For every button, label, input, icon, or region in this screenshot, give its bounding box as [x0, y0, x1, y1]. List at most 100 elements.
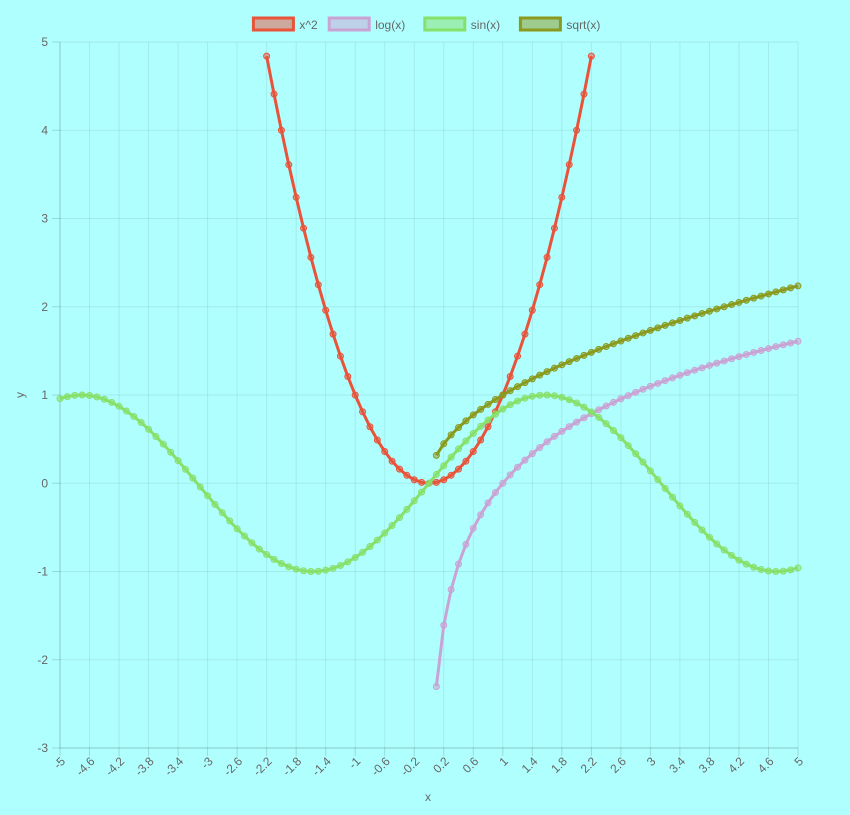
- data-point[interactable]: [410, 476, 418, 484]
- data-point[interactable]: [410, 497, 418, 505]
- data-point[interactable]: [418, 478, 426, 486]
- data-point[interactable]: [455, 465, 463, 473]
- data-point[interactable]: [314, 567, 322, 575]
- data-point[interactable]: [602, 343, 610, 351]
- data-point[interactable]: [646, 326, 654, 334]
- data-point[interactable]: [543, 391, 551, 399]
- data-point[interactable]: [654, 324, 662, 332]
- data-point[interactable]: [676, 371, 684, 379]
- data-point[interactable]: [440, 440, 448, 448]
- data-point[interactable]: [499, 479, 507, 487]
- data-point[interactable]: [432, 682, 440, 690]
- data-point[interactable]: [100, 395, 108, 403]
- data-point[interactable]: [521, 330, 529, 338]
- data-point[interactable]: [735, 298, 743, 306]
- data-point[interactable]: [624, 442, 632, 450]
- data-point[interactable]: [137, 419, 145, 427]
- data-point[interactable]: [735, 556, 743, 564]
- data-point[interactable]: [787, 339, 795, 347]
- data-point[interactable]: [93, 393, 101, 401]
- data-point[interactable]: [794, 282, 802, 290]
- data-point[interactable]: [757, 292, 765, 300]
- data-point[interactable]: [691, 366, 699, 374]
- data-point[interactable]: [639, 458, 647, 466]
- data-point[interactable]: [661, 321, 669, 329]
- data-point[interactable]: [63, 393, 71, 401]
- data-point[interactable]: [610, 340, 617, 348]
- data-point[interactable]: [499, 405, 507, 413]
- data-point[interactable]: [300, 567, 308, 575]
- data-point[interactable]: [750, 348, 758, 356]
- data-point[interactable]: [565, 396, 573, 404]
- data-point[interactable]: [181, 465, 189, 473]
- data-point[interactable]: [381, 447, 389, 455]
- data-point[interactable]: [683, 314, 691, 322]
- data-point[interactable]: [691, 312, 699, 320]
- data-point[interactable]: [277, 126, 285, 134]
- data-point[interactable]: [491, 489, 499, 497]
- data-point[interactable]: [528, 392, 536, 400]
- data-point[interactable]: [742, 296, 750, 304]
- data-point[interactable]: [639, 329, 647, 337]
- data-point[interactable]: [624, 392, 632, 400]
- data-point[interactable]: [580, 90, 588, 98]
- data-point[interactable]: [528, 450, 536, 458]
- data-point[interactable]: [691, 518, 699, 526]
- data-point[interactable]: [602, 402, 610, 410]
- data-point[interactable]: [683, 369, 691, 377]
- data-point[interactable]: [713, 305, 721, 313]
- data-point[interactable]: [506, 372, 514, 380]
- data-point[interactable]: [381, 529, 389, 537]
- data-point[interactable]: [772, 288, 780, 296]
- data-point[interactable]: [528, 306, 536, 314]
- data-point[interactable]: [558, 393, 566, 401]
- data-point[interactable]: [728, 301, 736, 309]
- data-point[interactable]: [543, 438, 551, 446]
- data-point[interactable]: [514, 463, 522, 471]
- data-point[interactable]: [742, 350, 750, 358]
- data-point[interactable]: [314, 281, 322, 289]
- data-point[interactable]: [536, 444, 544, 452]
- data-point[interactable]: [573, 399, 581, 407]
- data-point[interactable]: [440, 476, 448, 484]
- data-point[interactable]: [713, 359, 721, 367]
- data-point[interactable]: [661, 377, 669, 385]
- data-point[interactable]: [477, 436, 485, 444]
- data-point[interactable]: [742, 560, 750, 568]
- data-point[interactable]: [698, 364, 706, 372]
- data-point[interactable]: [595, 413, 603, 421]
- data-point[interactable]: [263, 551, 271, 559]
- data-point[interactable]: [322, 306, 330, 314]
- data-point[interactable]: [189, 474, 197, 482]
- data-point[interactable]: [307, 568, 315, 575]
- data-point[interactable]: [329, 564, 337, 572]
- data-point[interactable]: [174, 457, 182, 465]
- data-point[interactable]: [521, 456, 529, 464]
- data-point[interactable]: [720, 303, 728, 311]
- data-point[interactable]: [226, 517, 234, 525]
- data-point[interactable]: [580, 403, 588, 411]
- data-point[interactable]: [469, 429, 477, 437]
- data-point[interactable]: [698, 526, 706, 534]
- data-point[interactable]: [145, 425, 153, 433]
- data-point[interactable]: [646, 467, 654, 475]
- data-point[interactable]: [469, 447, 477, 455]
- data-point[interactable]: [750, 563, 758, 571]
- data-point[interactable]: [624, 334, 632, 342]
- data-point[interactable]: [484, 499, 492, 507]
- data-point[interactable]: [455, 445, 463, 453]
- data-point[interactable]: [669, 493, 677, 501]
- data-point[interactable]: [536, 391, 544, 399]
- data-point[interactable]: [536, 371, 544, 379]
- data-point[interactable]: [270, 555, 278, 563]
- data-point[interactable]: [543, 368, 551, 376]
- data-point[interactable]: [543, 253, 551, 261]
- data-point[interactable]: [344, 372, 352, 380]
- data-point[interactable]: [425, 479, 433, 487]
- data-point[interactable]: [521, 394, 529, 402]
- data-point[interactable]: [432, 478, 440, 486]
- data-point[interactable]: [720, 546, 728, 554]
- data-point[interactable]: [359, 548, 367, 556]
- data-point[interactable]: [462, 437, 470, 445]
- data-point[interactable]: [359, 408, 367, 416]
